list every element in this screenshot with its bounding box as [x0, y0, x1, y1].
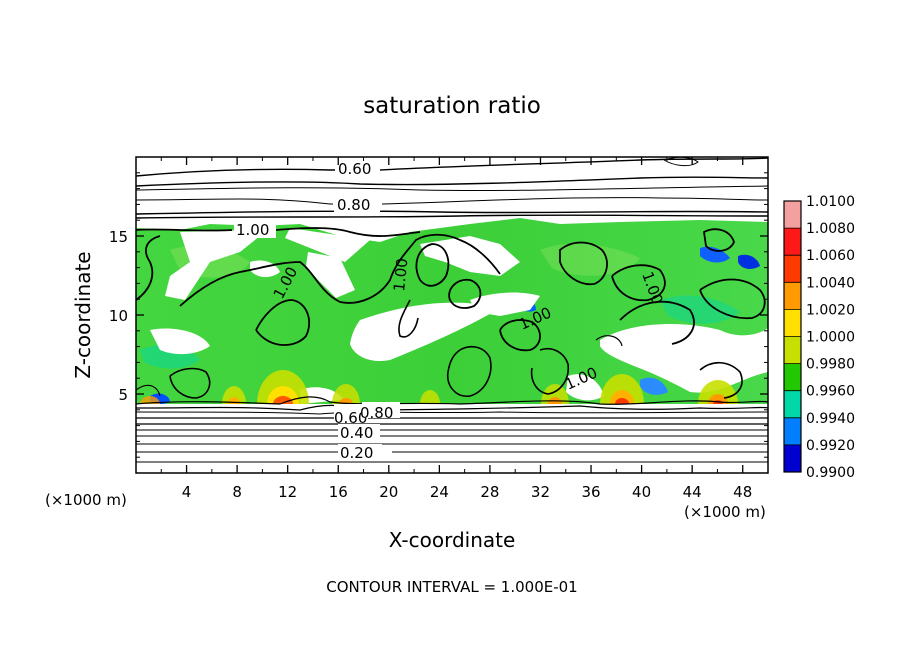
contour-labels: 0.60 0.80 1.00 1.00 1.00 1.00 1.00 1.00 … [234, 160, 667, 462]
colorbar-segment [784, 390, 801, 419]
contour-label-0.20: 0.20 [340, 444, 373, 462]
x-tick-label: 12 [278, 483, 297, 501]
contour-label-0.60-bottom: 0.60 [334, 409, 367, 427]
colorbar-tick-label: 0.9900 [806, 465, 855, 481]
colorbar-segment [784, 201, 801, 229]
colorbar-segment [784, 228, 801, 256]
colorbar-tick-label: 0.9920 [806, 438, 855, 454]
contour-label-1.00-c: 1.00 [390, 257, 411, 292]
colorbar-tick-label: 0.9960 [806, 384, 855, 400]
x-axis-title: X-coordinate [389, 528, 516, 552]
contour-label-0.80-bottom: 0.80 [360, 404, 393, 422]
y-axis: 5 10 15 [109, 172, 768, 458]
x-unit-label: (×1000 m) [45, 491, 127, 509]
colorbar-tick-label: 1.0100 [806, 194, 855, 210]
colorbar-segment [784, 363, 801, 392]
x-tick-label: 32 [531, 483, 550, 501]
x-tick-label: 16 [329, 483, 348, 501]
x-axis: 4 8 12 16 20 24 28 32 36 40 44 48 [160, 157, 752, 501]
contour-label-0.80-top: 0.80 [337, 196, 370, 214]
x-tick-label: 4 [182, 483, 192, 501]
y-tick-label: 10 [109, 307, 128, 325]
colorbar-tick-label: 0.9940 [806, 411, 855, 427]
colorbar: 1.0100 1.0080 1.0060 1.0040 1.0020 1.0000 0.99… [783, 194, 855, 481]
colorbar-tick-label: 0.9980 [806, 357, 855, 373]
contour-interval-note: CONTOUR INTERVAL = 1.000E-01 [326, 578, 577, 596]
colorbar-segment [784, 417, 801, 446]
contour-lines [136, 157, 768, 463]
heatmap-field [136, 218, 768, 473]
x-tick-label: 40 [632, 483, 651, 501]
colorbar-segment [784, 336, 801, 365]
contour-label-0.40: 0.40 [340, 424, 373, 442]
colorbar-segment [784, 255, 801, 283]
y-axis-title: Z-coordinate [71, 251, 95, 378]
colorbar-tick-label: 1.0000 [806, 330, 855, 346]
colorbar-tick-label: 1.0020 [806, 302, 855, 318]
x-tick-label: 20 [379, 483, 398, 501]
x-tick-label: 28 [480, 483, 499, 501]
x-tick-label: 36 [581, 483, 600, 501]
colorbar-segment [784, 309, 801, 337]
y-tick-label: 15 [109, 228, 128, 246]
contour-label-0.60-top: 0.60 [338, 160, 371, 178]
y-tick-label: 5 [118, 386, 128, 404]
x-tick-label: 8 [232, 483, 242, 501]
colorbar-tick-label: 1.0040 [806, 275, 855, 291]
y-unit-label: (×1000 m) [684, 503, 766, 521]
x-tick-label: 44 [683, 483, 702, 501]
chart-title: saturation ratio [363, 93, 541, 119]
colorbar-segment [784, 282, 801, 310]
colorbar-tick-label: 1.0080 [806, 221, 855, 237]
contour-label-1.00-a: 1.00 [236, 221, 269, 239]
x-tick-label: 48 [733, 483, 752, 501]
colorbar-tick-label: 1.0060 [806, 248, 855, 264]
colorbar-segment [784, 444, 801, 473]
x-tick-label: 24 [430, 483, 449, 501]
